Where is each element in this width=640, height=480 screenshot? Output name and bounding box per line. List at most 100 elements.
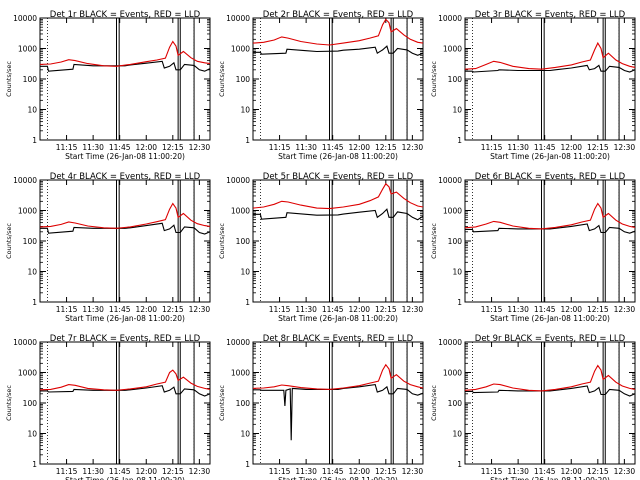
lld-series-line bbox=[252, 363, 424, 390]
y-tick-label: 100 bbox=[448, 75, 463, 84]
y-tick-label: 1000 bbox=[443, 369, 462, 378]
y-tick-label: 1 bbox=[245, 298, 250, 307]
y-tick-label: 100 bbox=[236, 75, 251, 84]
y-axis-label: Counts/sec bbox=[218, 61, 226, 97]
x-axis-label: Start Time (26-Jan-08 11:00:20) bbox=[278, 152, 398, 161]
detector-panel-2: Det 2r BLACK = Events, RED = LLD 1 10 100 10… bbox=[218, 10, 424, 161]
x-tick-label: 12:30 bbox=[189, 143, 211, 152]
lld-series-line bbox=[39, 40, 211, 67]
x-tick-label: 12:30 bbox=[614, 143, 636, 152]
events-series-line bbox=[465, 64, 636, 73]
x-tick-label: 12:00 bbox=[135, 143, 157, 152]
x-tick-label: 12:15 bbox=[375, 305, 397, 314]
x-tick-label: 12:15 bbox=[587, 305, 609, 314]
y-tick-label: 1 bbox=[457, 136, 462, 145]
y-tick-label: 100 bbox=[23, 237, 38, 246]
x-tick-label: 12:00 bbox=[135, 305, 157, 314]
x-axis-label: Start Time (26-Jan-08 11:00:20) bbox=[490, 476, 610, 480]
y-tick-label: 100 bbox=[236, 237, 251, 246]
y-tick-label: 1 bbox=[32, 460, 37, 469]
plot-frame bbox=[39, 17, 211, 141]
panel-title: Det 8r BLACK = Events, RED = LLD bbox=[263, 334, 414, 344]
x-tick-label: 12:00 bbox=[348, 143, 370, 152]
plot-frame bbox=[39, 179, 211, 303]
x-tick-label: 11:30 bbox=[295, 143, 317, 152]
lld-series-line bbox=[464, 364, 636, 392]
x-tick-label: 12:30 bbox=[402, 143, 424, 152]
x-tick-label: 11:15 bbox=[269, 143, 291, 152]
y-tick-label: 100 bbox=[448, 237, 463, 246]
y-tick-label: 1000 bbox=[18, 369, 37, 378]
y-tick-label: 10 bbox=[27, 268, 37, 277]
x-tick-label: 11:15 bbox=[56, 143, 78, 152]
detector-panel-7: Det 7r BLACK = Events, RED = LLD 1 10 100 10… bbox=[5, 334, 211, 480]
y-axis-label: Counts/sec bbox=[430, 223, 438, 259]
y-tick-label: 1 bbox=[245, 136, 250, 145]
y-tick-label: 10000 bbox=[438, 176, 462, 185]
x-axis-label: Start Time (26-Jan-08 11:00:20) bbox=[65, 152, 185, 161]
x-tick-label: 11:15 bbox=[269, 305, 291, 314]
y-tick-label: 10 bbox=[452, 268, 462, 277]
y-tick-label: 10 bbox=[27, 430, 37, 439]
panel-title: Det 4r BLACK = Events, RED = LLD bbox=[50, 172, 201, 182]
events-series-line bbox=[40, 60, 211, 72]
panel-title: Det 9r BLACK = Events, RED = LLD bbox=[475, 334, 626, 344]
y-tick-label: 100 bbox=[23, 399, 38, 408]
lld-series-line bbox=[39, 202, 211, 229]
y-tick-label: 10 bbox=[452, 430, 462, 439]
x-tick-label: 12:15 bbox=[162, 467, 184, 476]
x-axis-label: Start Time (26-Jan-08 11:00:20) bbox=[490, 314, 610, 323]
y-tick-label: 1 bbox=[32, 298, 37, 307]
y-tick-label: 1000 bbox=[443, 207, 462, 216]
x-tick-label: 11:30 bbox=[295, 467, 317, 476]
y-axis-label: Counts/sec bbox=[218, 223, 226, 259]
x-tick-label: 12:00 bbox=[348, 305, 370, 314]
panel-title: Det 7r BLACK = Events, RED = LLD bbox=[50, 334, 201, 344]
panel-title: Det 1r BLACK = Events, RED = LLD bbox=[50, 10, 201, 20]
x-tick-label: 11:15 bbox=[56, 305, 78, 314]
x-tick-label: 12:15 bbox=[162, 143, 184, 152]
x-tick-label: 12:00 bbox=[135, 467, 157, 476]
plot-frame bbox=[252, 17, 424, 141]
y-tick-label: 10 bbox=[240, 268, 250, 277]
y-tick-label: 1 bbox=[457, 460, 462, 469]
events-series-line bbox=[253, 383, 424, 441]
y-tick-label: 1 bbox=[457, 298, 462, 307]
x-tick-label: 11:45 bbox=[322, 143, 344, 152]
x-tick-label: 12:00 bbox=[348, 467, 370, 476]
x-tick-label: 12:15 bbox=[375, 467, 397, 476]
panel-title: Det 5r BLACK = Events, RED = LLD bbox=[263, 172, 414, 182]
y-tick-label: 100 bbox=[448, 399, 463, 408]
y-tick-label: 10000 bbox=[13, 14, 37, 23]
x-tick-label: 12:00 bbox=[560, 305, 582, 314]
y-tick-label: 1000 bbox=[231, 369, 250, 378]
y-axis-label: Counts/sec bbox=[5, 223, 13, 259]
x-tick-label: 12:30 bbox=[402, 305, 424, 314]
lld-series-line bbox=[464, 202, 636, 230]
x-tick-label: 12:00 bbox=[560, 467, 582, 476]
y-tick-label: 10000 bbox=[226, 176, 250, 185]
events-series-line bbox=[253, 45, 424, 56]
x-tick-label: 11:30 bbox=[295, 305, 317, 314]
y-tick-label: 1000 bbox=[231, 207, 250, 216]
x-tick-label: 11:45 bbox=[534, 305, 556, 314]
y-tick-label: 10000 bbox=[438, 14, 462, 23]
x-tick-label: 11:30 bbox=[507, 143, 529, 152]
events-series-line bbox=[40, 222, 211, 235]
x-tick-label: 11:45 bbox=[109, 143, 131, 152]
x-axis-label: Start Time (26-Jan-08 11:00:20) bbox=[278, 476, 398, 480]
x-tick-label: 11:45 bbox=[109, 467, 131, 476]
lld-series-line bbox=[252, 182, 424, 210]
detector-panel-5: Det 5r BLACK = Events, RED = LLD 1 10 100 10… bbox=[218, 172, 424, 323]
lld-series-line bbox=[39, 369, 211, 391]
y-tick-label: 1000 bbox=[443, 45, 462, 54]
y-tick-label: 100 bbox=[236, 399, 251, 408]
detector-panel-4: Det 4r BLACK = Events, RED = LLD 1 10 100 10… bbox=[5, 172, 211, 323]
x-tick-label: 11:45 bbox=[322, 305, 344, 314]
y-tick-label: 1 bbox=[245, 460, 250, 469]
y-axis-label: Counts/sec bbox=[218, 385, 226, 421]
y-tick-label: 1000 bbox=[18, 207, 37, 216]
x-tick-label: 12:15 bbox=[587, 143, 609, 152]
y-tick-label: 1 bbox=[32, 136, 37, 145]
